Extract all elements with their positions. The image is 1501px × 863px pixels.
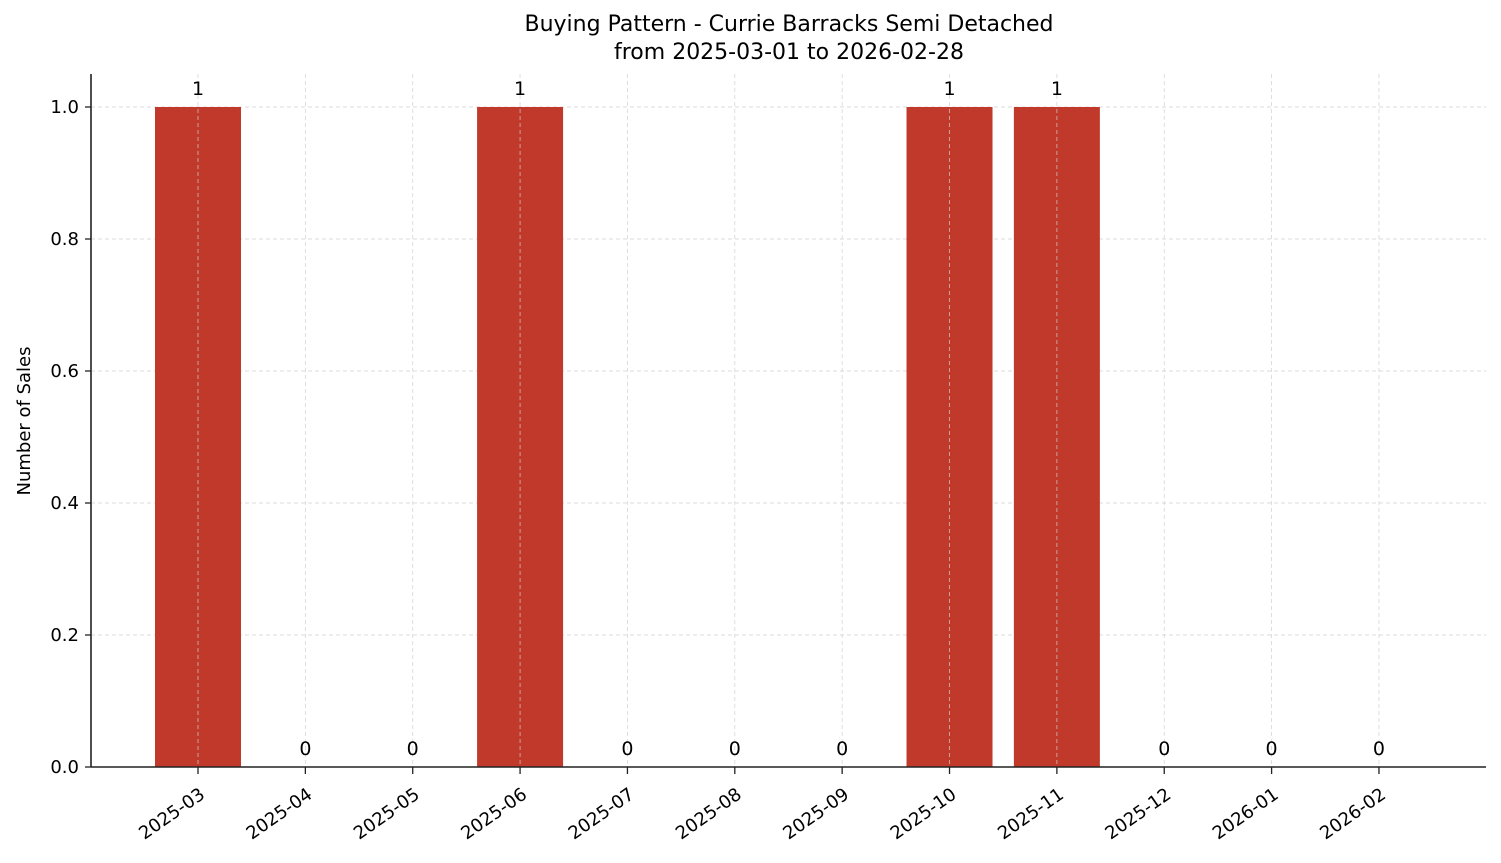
bar-value-label: 0: [729, 738, 741, 760]
y-tick-label: 1.0: [50, 97, 79, 118]
x-tick-label: 2026-02: [1316, 784, 1390, 844]
x-tick-label: 2025-08: [672, 784, 746, 844]
bar-value-label: 0: [621, 738, 633, 760]
axes: [90, 74, 1486, 768]
bar-value-label: 0: [836, 738, 848, 760]
y-axis-ticks: 0.0 0.2 0.4 0.6 0.8 1.0: [50, 97, 91, 778]
x-tick-label: 2025-05: [350, 784, 424, 844]
bar: [1013, 107, 1100, 767]
x-tick-label: 2025-12: [1101, 784, 1175, 844]
chart-title: Buying Pattern - Currie Barracks Semi De…: [524, 12, 1054, 37]
y-tick-label: 0.0: [50, 757, 79, 778]
bar-value-label: 1: [514, 78, 526, 100]
bar-value-label: 0: [407, 738, 419, 760]
bar: [477, 107, 564, 767]
grid-lines: [91, 106, 1486, 768]
bar-value-label: 1: [1051, 78, 1063, 100]
x-tick-label: 2025-06: [457, 784, 531, 844]
vertical-grid-lines: [197, 74, 1380, 767]
bar: [155, 107, 241, 767]
bar-value-label: 1: [192, 78, 204, 100]
x-axis-ticks: 2025-03 2025-04 2025-05 2025-06 2025-07 2025-…: [135, 767, 1390, 844]
x-tick-label: 2025-10: [887, 784, 961, 844]
bar-value-label: 0: [1266, 738, 1278, 760]
bar-value-label: 0: [299, 738, 311, 760]
bars: [155, 107, 1100, 767]
bar: [906, 107, 993, 767]
x-tick-label: 2025-11: [994, 784, 1068, 844]
x-tick-label: 2025-04: [243, 784, 317, 844]
bar-value-label: 1: [943, 78, 955, 100]
bar-value-label: 0: [1158, 738, 1170, 760]
y-tick-label: 0.2: [50, 625, 79, 646]
bar-value-labels: 1 0 0 1 0 0 0 1 1 0 0 0: [192, 78, 1385, 760]
y-tick-label: 0.8: [50, 229, 79, 250]
y-tick-label: 0.6: [50, 361, 79, 382]
x-tick-label: 2025-03: [135, 784, 209, 844]
x-tick-label: 2025-07: [565, 784, 639, 844]
x-tick-label: 2026-01: [1209, 784, 1283, 844]
y-tick-label: 0.4: [50, 493, 79, 514]
chart-subtitle: from 2025-03-01 to 2026-02-28: [614, 40, 964, 65]
y-axis-label: Number of Sales: [14, 346, 35, 495]
bar-value-label: 0: [1373, 738, 1385, 760]
x-tick-label: 2025-09: [779, 784, 853, 844]
